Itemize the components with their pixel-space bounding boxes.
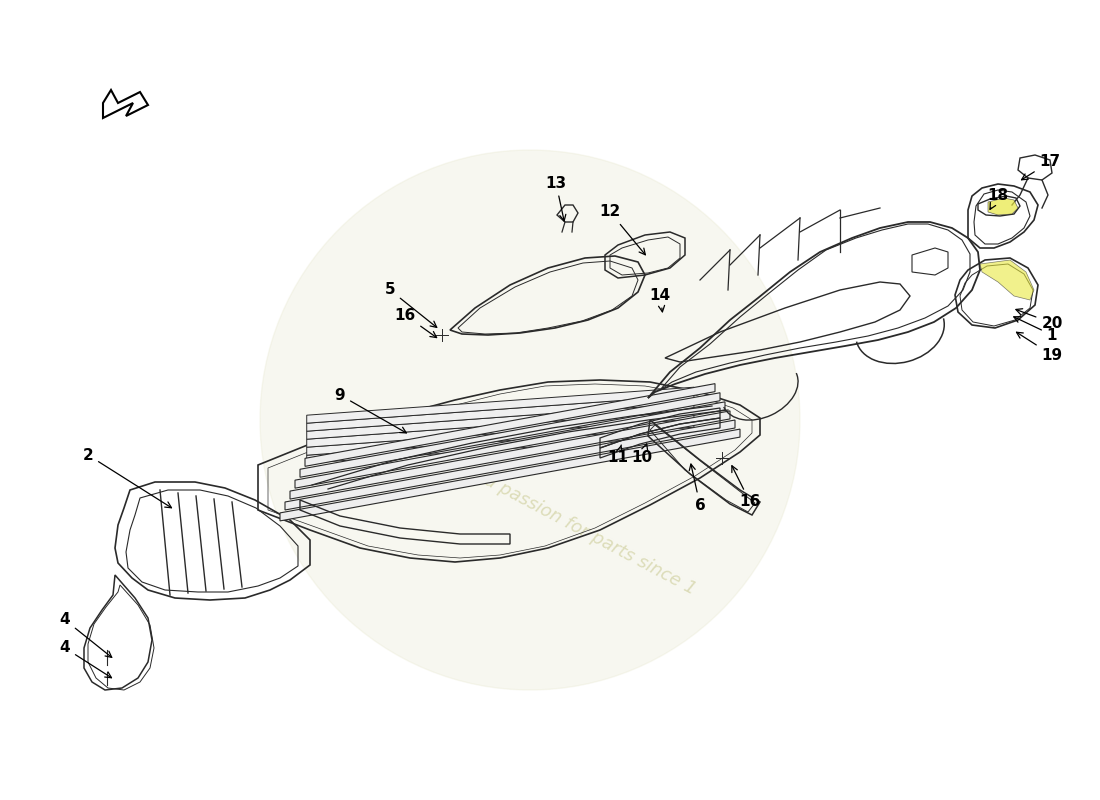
Polygon shape <box>280 429 740 521</box>
Circle shape <box>260 150 800 690</box>
Text: 11: 11 <box>607 445 628 466</box>
Text: 20: 20 <box>1016 309 1063 330</box>
Text: a passion for parts since 1: a passion for parts since 1 <box>481 471 698 598</box>
Text: 1: 1 <box>1014 317 1057 342</box>
Text: 18: 18 <box>988 187 1009 210</box>
Polygon shape <box>307 387 694 423</box>
Text: 5: 5 <box>385 282 437 327</box>
Polygon shape <box>988 198 1018 215</box>
Text: 19: 19 <box>1016 332 1063 362</box>
Polygon shape <box>305 384 715 466</box>
Polygon shape <box>307 403 694 439</box>
Polygon shape <box>307 411 694 447</box>
Text: 17: 17 <box>1022 154 1060 180</box>
Text: 12: 12 <box>600 205 646 254</box>
Polygon shape <box>307 427 694 463</box>
Polygon shape <box>300 393 720 478</box>
Polygon shape <box>295 402 725 488</box>
Text: 14: 14 <box>649 287 671 312</box>
Polygon shape <box>290 411 730 499</box>
Polygon shape <box>980 260 1034 300</box>
Text: 16: 16 <box>395 307 437 338</box>
Text: 4: 4 <box>59 641 111 678</box>
Polygon shape <box>307 395 694 431</box>
Text: 2: 2 <box>82 447 172 508</box>
Text: 4: 4 <box>59 613 112 658</box>
Polygon shape <box>307 419 694 455</box>
Text: 16: 16 <box>732 466 760 510</box>
Text: 13: 13 <box>546 175 566 221</box>
Text: 6: 6 <box>690 464 705 513</box>
Polygon shape <box>285 420 735 510</box>
Text: 10: 10 <box>631 444 652 466</box>
Text: 9: 9 <box>334 387 406 433</box>
